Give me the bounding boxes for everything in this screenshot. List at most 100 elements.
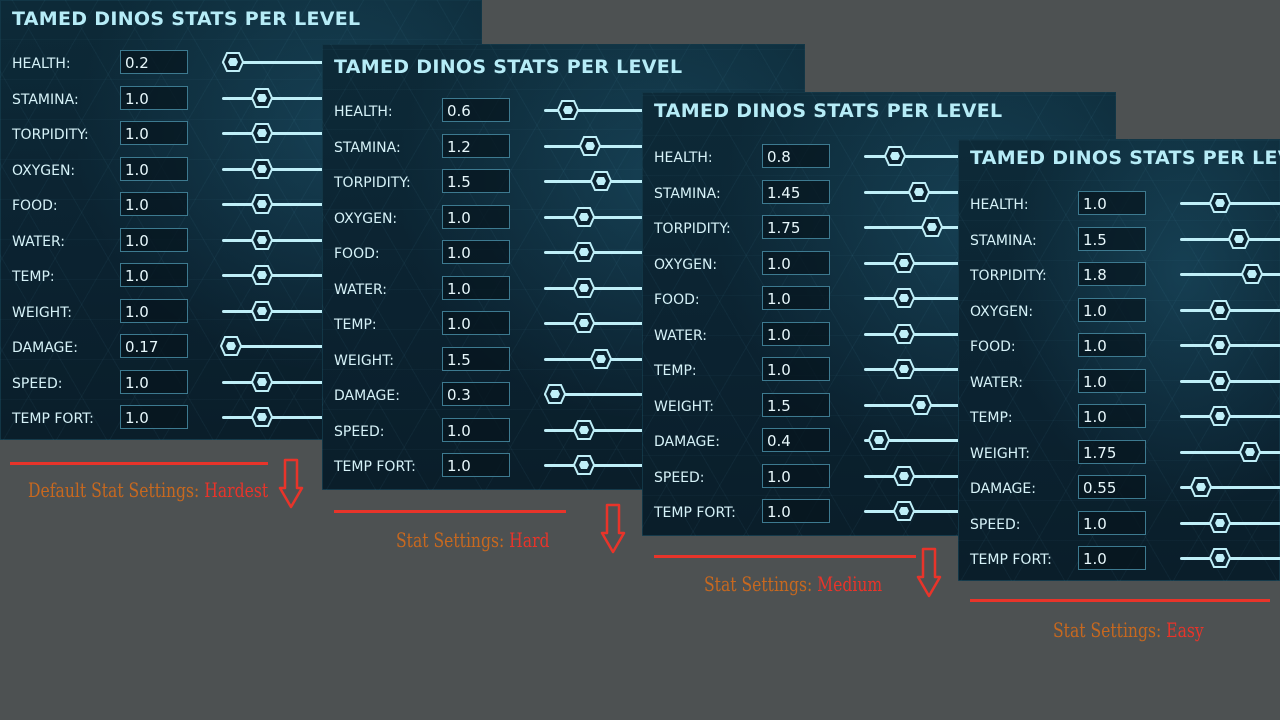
stat-value-input[interactable]: 1.0 <box>762 499 830 523</box>
stat-slider[interactable] <box>544 286 654 290</box>
slider-handle-icon[interactable] <box>572 242 595 262</box>
slider-handle-icon[interactable] <box>1208 299 1231 320</box>
slider-handle-icon[interactable] <box>250 265 273 285</box>
stat-slider[interactable] <box>864 226 974 229</box>
stat-slider[interactable] <box>222 345 332 348</box>
slider-handle-icon[interactable] <box>892 465 915 486</box>
stat-slider[interactable] <box>1180 273 1280 276</box>
slider-handle-icon[interactable] <box>250 300 273 321</box>
slider-handle-icon[interactable] <box>1208 193 1231 213</box>
stat-value-input[interactable]: 1.0 <box>442 204 510 229</box>
slider-handle-icon[interactable] <box>1208 370 1231 391</box>
stat-value-input[interactable]: 1.2 <box>442 133 510 158</box>
stat-value-input[interactable]: 1.0 <box>120 405 188 429</box>
stat-slider[interactable] <box>222 238 332 242</box>
stat-value-input[interactable]: 1.0 <box>120 227 188 252</box>
slider-handle-icon[interactable] <box>572 419 595 440</box>
slider-handle-icon[interactable] <box>250 123 273 143</box>
stat-value-input[interactable]: 1.0 <box>1078 404 1146 428</box>
slider-handle-icon[interactable] <box>892 359 915 379</box>
slider-handle-icon[interactable] <box>250 87 273 108</box>
slider-handle-icon[interactable] <box>250 407 273 427</box>
stat-value-input[interactable]: 1.0 <box>120 85 188 110</box>
stat-value-input[interactable]: 1.0 <box>120 121 188 145</box>
stat-value-input[interactable]: 1.0 <box>762 250 830 275</box>
stat-slider[interactable] <box>1180 486 1280 489</box>
stat-value-input[interactable]: 1.0 <box>120 156 188 181</box>
stat-value-input[interactable]: 1.0 <box>442 240 510 264</box>
stat-value-input[interactable]: 1.75 <box>762 215 830 239</box>
stat-slider[interactable] <box>222 132 332 135</box>
stat-slider[interactable] <box>864 474 974 478</box>
stat-slider[interactable] <box>544 215 654 219</box>
stat-slider[interactable] <box>864 510 974 513</box>
stat-value-input[interactable]: 1.0 <box>442 275 510 300</box>
slider-handle-icon[interactable] <box>883 146 906 166</box>
slider-handle-icon[interactable] <box>892 501 915 521</box>
stat-value-input[interactable]: 1.0 <box>762 357 830 381</box>
stat-value-input[interactable]: 1.45 <box>762 179 830 204</box>
stat-value-input[interactable]: 1.0 <box>120 369 188 394</box>
stat-value-input[interactable]: 0.3 <box>442 382 510 406</box>
stat-slider[interactable] <box>222 416 332 419</box>
stat-value-input[interactable]: 1.75 <box>1078 439 1146 464</box>
slider-handle-icon[interactable] <box>572 277 595 298</box>
stat-value-input[interactable]: 1.0 <box>1078 333 1146 357</box>
slider-handle-icon[interactable] <box>1239 441 1262 462</box>
stat-value-input[interactable]: 1.8 <box>1078 262 1146 286</box>
stat-slider[interactable] <box>864 261 974 265</box>
slider-handle-icon[interactable] <box>557 100 580 120</box>
slider-handle-icon[interactable] <box>892 252 915 273</box>
stat-value-input[interactable]: 1.0 <box>442 311 510 335</box>
slider-handle-icon[interactable] <box>250 158 273 179</box>
stat-slider[interactable] <box>544 251 654 254</box>
stat-slider[interactable] <box>864 155 974 158</box>
slider-handle-icon[interactable] <box>921 217 944 237</box>
slider-handle-icon[interactable] <box>892 323 915 344</box>
stat-value-input[interactable]: 1.5 <box>442 169 510 193</box>
slider-handle-icon[interactable] <box>910 394 933 415</box>
stat-value-input[interactable]: 1.0 <box>762 463 830 488</box>
slider-handle-icon[interactable] <box>907 181 931 202</box>
stat-slider[interactable] <box>222 203 332 206</box>
stat-value-input[interactable]: 0.8 <box>762 144 830 168</box>
slider-handle-icon[interactable] <box>219 336 242 356</box>
stat-slider[interactable] <box>544 322 654 325</box>
stat-value-input[interactable]: 1.0 <box>1078 368 1146 393</box>
slider-handle-icon[interactable] <box>572 206 595 227</box>
slider-handle-icon[interactable] <box>1208 335 1231 355</box>
stat-slider[interactable] <box>544 428 654 432</box>
stat-slider[interactable] <box>222 380 332 384</box>
slider-handle-icon[interactable] <box>250 194 273 214</box>
stat-value-input[interactable]: 0.6 <box>442 98 510 122</box>
stat-slider[interactable] <box>544 393 654 396</box>
stat-value-input[interactable]: 1.0 <box>442 453 510 477</box>
slider-handle-icon[interactable] <box>1189 477 1212 497</box>
stat-slider[interactable] <box>864 297 974 300</box>
stat-value-input[interactable]: 1.0 <box>442 417 510 442</box>
slider-handle-icon[interactable] <box>868 430 891 450</box>
stat-slider[interactable] <box>222 309 332 313</box>
stat-value-input[interactable]: 1.0 <box>1078 546 1146 570</box>
stat-slider[interactable] <box>544 464 654 467</box>
stat-value-input[interactable]: 0.55 <box>1078 475 1146 499</box>
stat-value-input[interactable]: 1.5 <box>1078 226 1146 251</box>
slider-handle-icon[interactable] <box>250 371 273 392</box>
stat-value-input[interactable]: 0.17 <box>120 334 188 358</box>
stat-value-input[interactable]: 1.5 <box>442 346 510 371</box>
slider-handle-icon[interactable] <box>572 455 595 475</box>
stat-slider[interactable] <box>222 61 332 64</box>
stat-value-input[interactable]: 1.0 <box>1078 297 1146 322</box>
stat-slider[interactable] <box>864 332 974 336</box>
slider-handle-icon[interactable] <box>590 348 613 369</box>
slider-handle-icon[interactable] <box>543 384 567 404</box>
stat-value-input[interactable]: 1.0 <box>1078 191 1146 215</box>
stat-value-input[interactable]: 1.0 <box>762 321 830 346</box>
stat-value-input[interactable]: 0.2 <box>120 50 188 74</box>
stat-value-input[interactable]: 1.0 <box>120 298 188 323</box>
slider-handle-icon[interactable] <box>1228 228 1251 249</box>
slider-handle-icon[interactable] <box>250 229 273 250</box>
slider-handle-icon[interactable] <box>1208 406 1231 426</box>
stat-slider[interactable] <box>222 274 332 277</box>
stat-slider[interactable] <box>1180 450 1280 454</box>
